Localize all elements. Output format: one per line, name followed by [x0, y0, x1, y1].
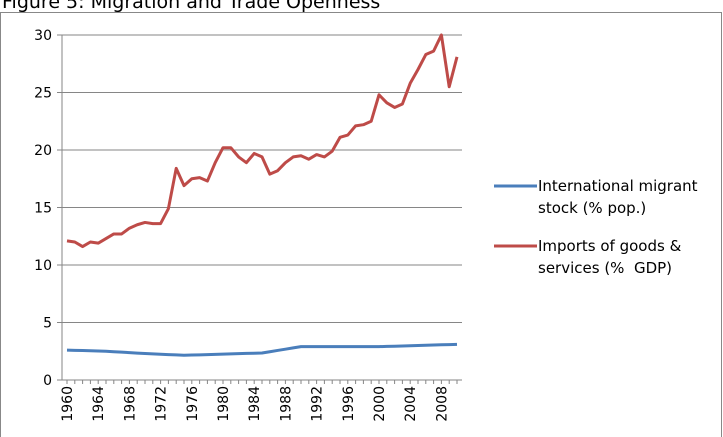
title-bg	[0, 0, 360, 12]
x-tick-label: 1984	[247, 386, 263, 422]
x-tick-label: 1968	[122, 386, 138, 422]
y-tick-label: 25	[34, 86, 52, 102]
y-tick-label: 0	[43, 373, 52, 389]
y-tick-label: 10	[34, 258, 52, 274]
y-tick-label: 30	[34, 28, 52, 44]
legend-label: Imports of goods & services (% GDP)	[538, 237, 687, 277]
x-tick-label: 2000	[372, 386, 388, 422]
x-tick-label: 1996	[341, 386, 357, 422]
y-tick-label: 15	[34, 201, 52, 217]
x-tick-label: 1976	[185, 386, 201, 422]
x-tick-label: 1980	[216, 386, 232, 422]
x-tick-label: 1960	[60, 386, 76, 422]
series-line	[66, 33, 459, 249]
x-tick-label: 1972	[154, 386, 170, 422]
series-line	[66, 342, 458, 357]
x-tick-label: 1988	[278, 386, 294, 422]
y-tick-label: 20	[34, 143, 52, 159]
chart-title: Figure 5: Migration and Trade Openness	[2, 0, 380, 13]
chart-frame	[0, 12, 722, 437]
x-tick-label: 2008	[434, 386, 450, 422]
y-tick-label: 5	[43, 316, 52, 332]
x-tick-label: 1992	[310, 386, 326, 422]
x-tick-label: 2004	[403, 386, 419, 422]
x-tick-label: 1964	[91, 386, 107, 422]
legend-label: International migrant stock (% pop.)	[538, 177, 703, 217]
